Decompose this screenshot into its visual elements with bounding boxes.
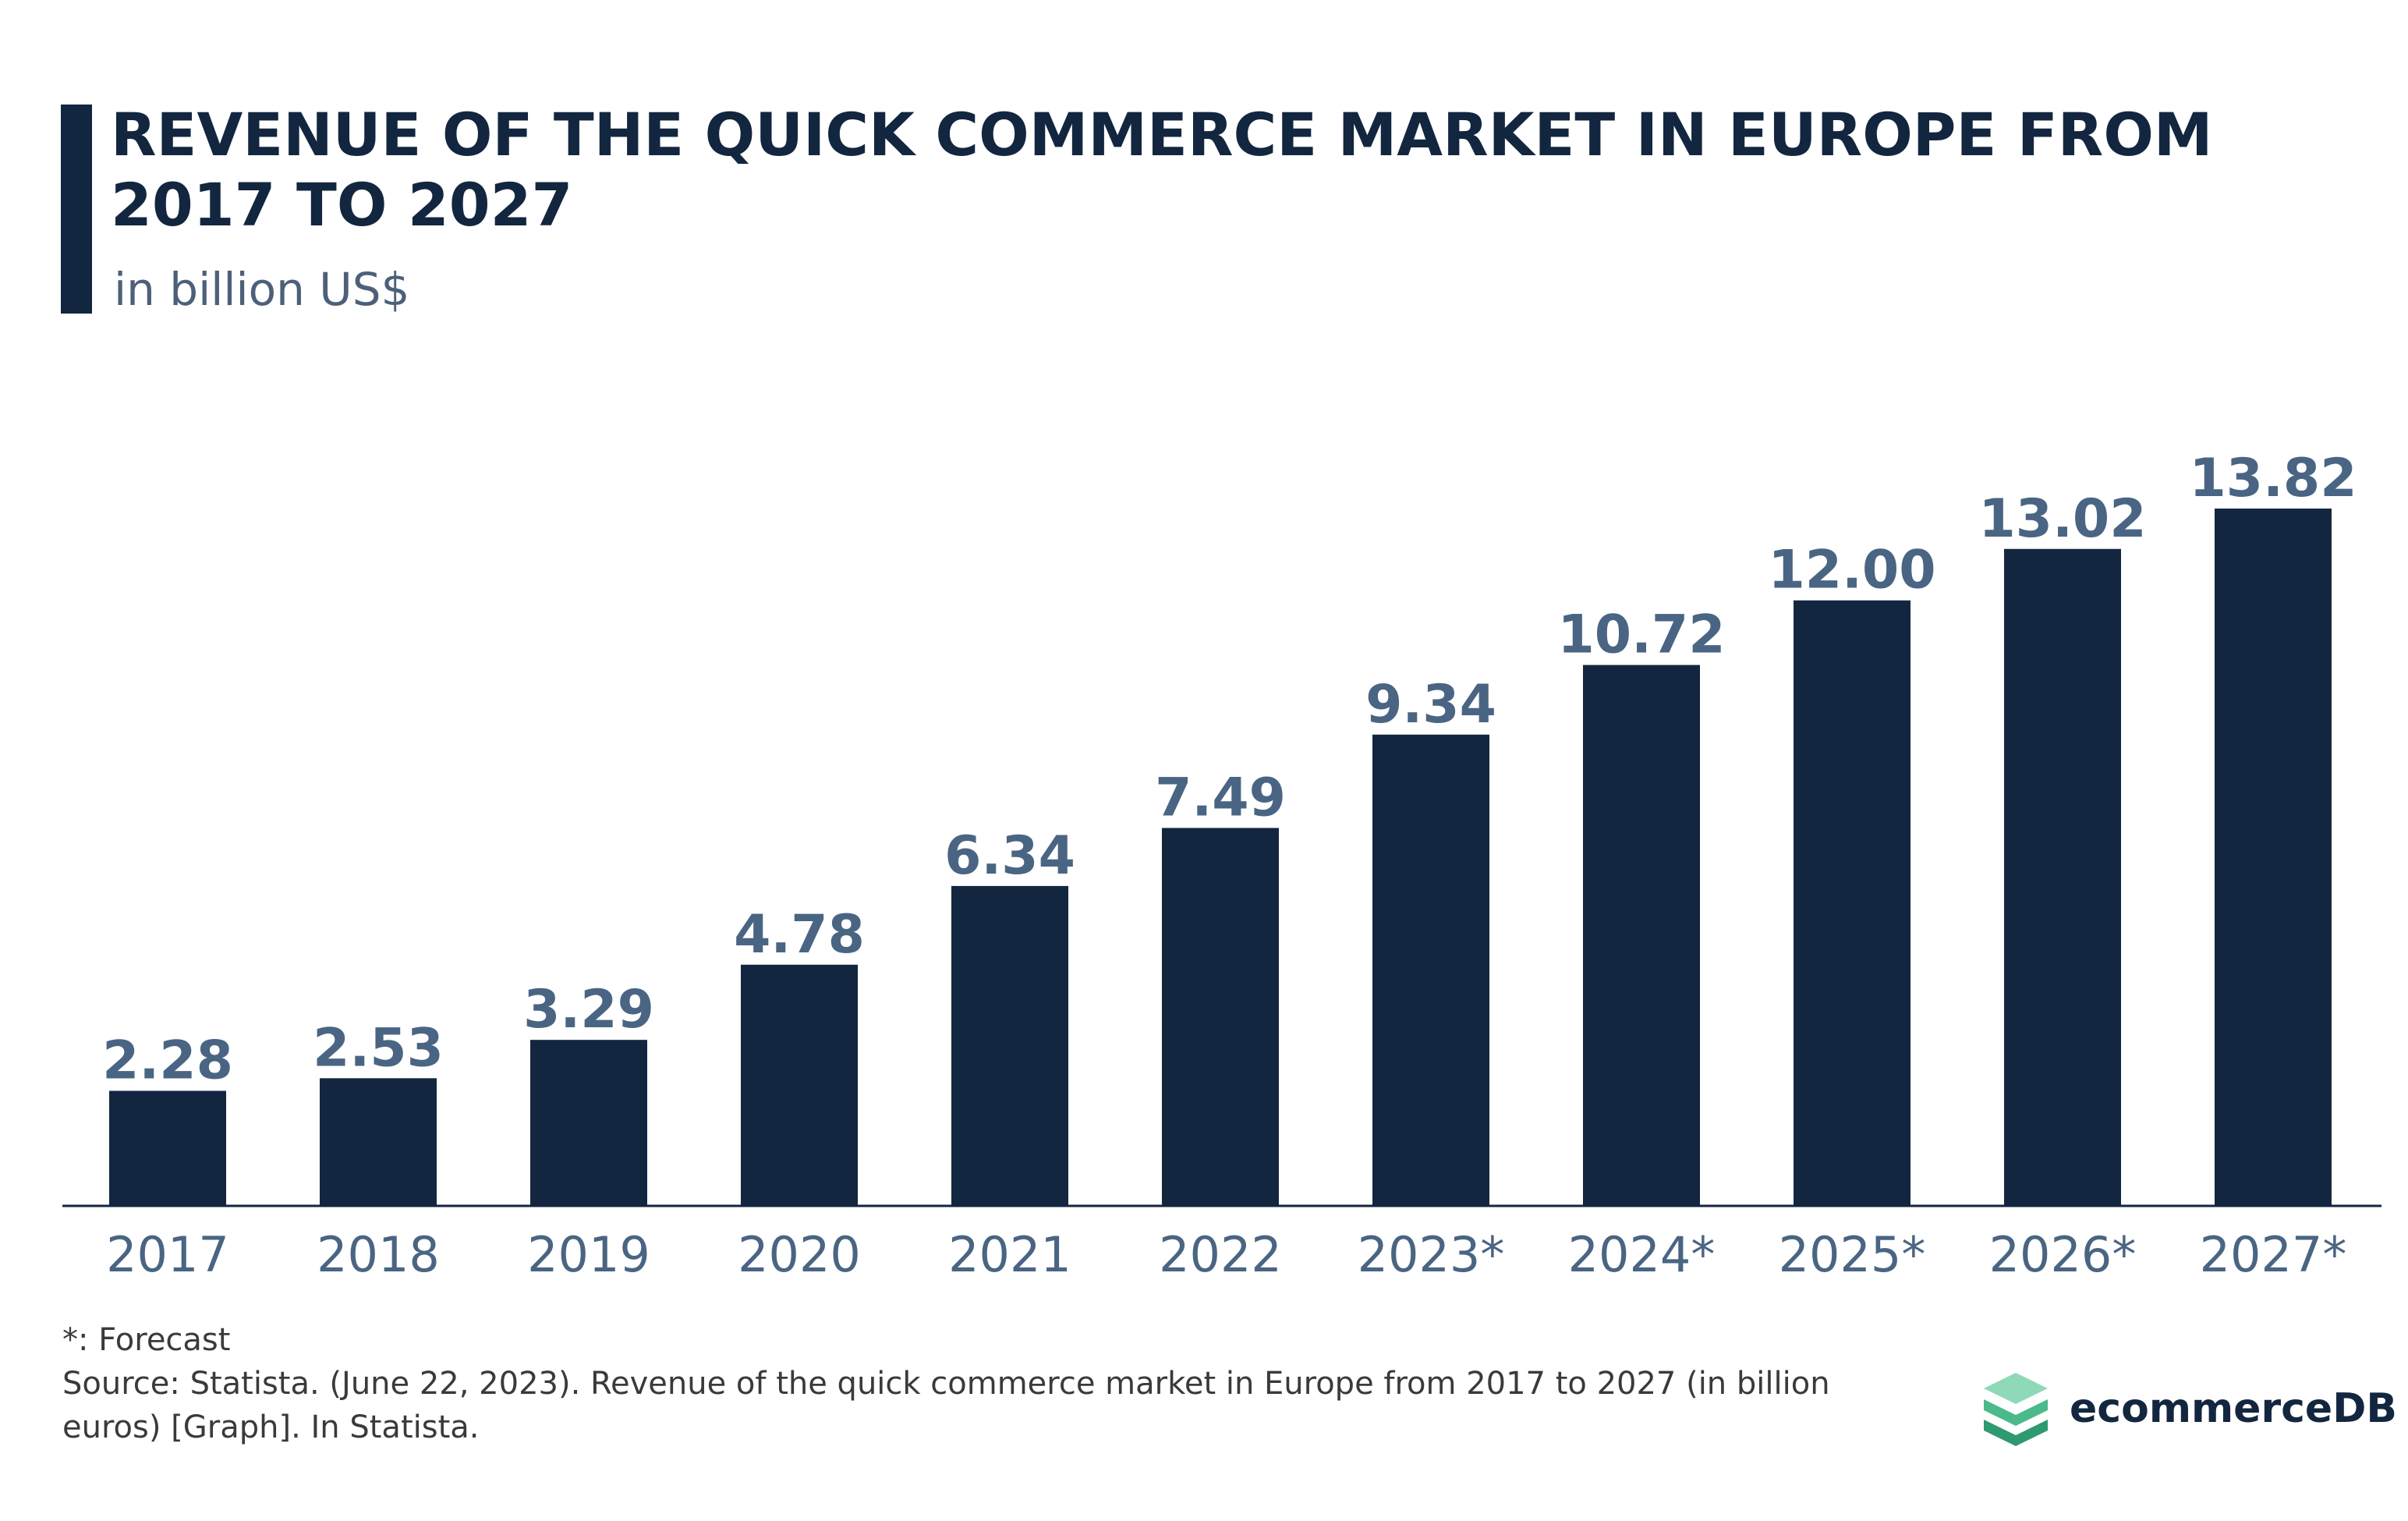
bar-2025-forecast — [1794, 600, 1910, 1206]
chart-subtitle: in billion US$ — [114, 263, 410, 316]
x-tick-label: 2022 — [1159, 1226, 1282, 1283]
bar-2019 — [530, 1040, 647, 1206]
value-label: 10.72 — [1557, 604, 1725, 666]
value-label: 2.28 — [102, 1030, 233, 1092]
chart-title: REVENUE OF THE QUICK COMMERCE MARKET IN … — [111, 100, 2213, 239]
title-accent-bar — [61, 105, 92, 314]
bar-chart: 2.28 2017 2.53 2018 3.29 2019 4.78 2020 6.34 2021… — [62, 448, 2381, 1283]
value-label: 13.82 — [2189, 448, 2357, 509]
bar-2022 — [1162, 828, 1279, 1206]
value-label: 4.78 — [734, 904, 865, 966]
bar-2027-forecast — [2215, 509, 2332, 1206]
bar-2017 — [109, 1090, 226, 1206]
source-note: Source: Statista. (June 22, 2023). Reven… — [62, 1366, 1830, 1445]
x-tick-label: 2023* — [1358, 1226, 1505, 1283]
bar-2024-forecast — [1583, 665, 1700, 1206]
bar-2023-forecast — [1372, 734, 1489, 1206]
layers-logo-icon — [1984, 1373, 2048, 1446]
value-label: 7.49 — [1155, 767, 1286, 828]
x-tick-label: 2026* — [1989, 1226, 2137, 1283]
brand-logo: ecommerceDB — [1981, 1370, 2397, 1448]
x-tick-label: 2018 — [317, 1226, 440, 1283]
value-label: 2.53 — [313, 1017, 444, 1079]
x-tick-label: 2017 — [106, 1226, 229, 1283]
bar-2020 — [741, 964, 858, 1206]
value-label: 12.00 — [1768, 540, 1935, 601]
x-tick-label: 2027* — [2200, 1226, 2347, 1283]
x-tick-label: 2021 — [948, 1226, 1071, 1283]
x-tick-label: 2019 — [527, 1226, 650, 1283]
bar-2026-forecast — [2004, 548, 2121, 1206]
value-label: 3.29 — [523, 979, 654, 1041]
brand-name: ecommerceDB — [2070, 1385, 2397, 1432]
forecast-note: *: Forecast — [62, 1322, 231, 1358]
value-label: 6.34 — [944, 825, 1075, 887]
bar-2021 — [951, 885, 1068, 1206]
value-label: 9.34 — [1365, 674, 1496, 736]
x-tick-label: 2025* — [1779, 1226, 1926, 1283]
x-tick-label: 2020 — [738, 1226, 861, 1283]
bar-2018 — [320, 1078, 437, 1206]
x-tick-label: 2024* — [1568, 1226, 1716, 1283]
value-label: 13.02 — [1978, 488, 2146, 550]
